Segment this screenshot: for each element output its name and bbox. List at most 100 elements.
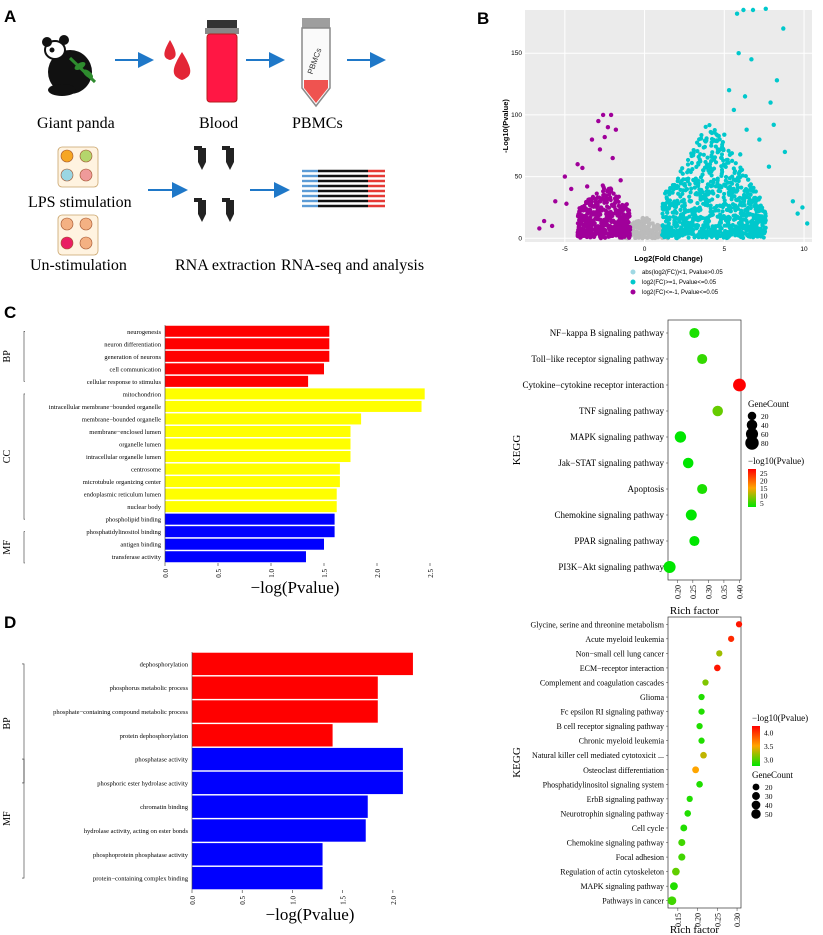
point-not-significant <box>636 231 641 236</box>
point-down-regulated <box>583 213 588 219</box>
point-up-regulated <box>722 182 727 187</box>
pathway-dot <box>684 810 692 817</box>
point-up-regulated <box>664 226 669 231</box>
legend-size-dot <box>752 792 760 800</box>
point-up-regulated <box>673 216 678 222</box>
point-up-regulated <box>726 190 731 195</box>
point-up-regulated <box>711 227 717 232</box>
point-up-regulated <box>663 189 669 194</box>
point-up-regulated <box>700 190 705 195</box>
point-up-regulated <box>704 235 709 240</box>
point-up-regulated <box>735 206 741 211</box>
point-up-regulated <box>685 231 690 236</box>
point-up-regulated <box>721 148 726 153</box>
point-up-regulated <box>662 203 667 208</box>
point-not-significant <box>632 221 637 226</box>
point-up-regulated <box>715 181 720 186</box>
point-up-regulated <box>687 214 692 219</box>
legend-size-dot <box>751 800 761 810</box>
point-up-regulated <box>732 170 737 176</box>
point-up-regulated <box>678 207 683 213</box>
category-label: membrane−enclosed lumen <box>89 429 161 436</box>
point-up-regulated <box>743 223 749 228</box>
point-down-regulated <box>598 227 603 232</box>
point-up-regulated <box>697 157 702 162</box>
point-up-regulated <box>687 198 692 204</box>
point-up-regulated <box>742 188 747 194</box>
point-up-regulated <box>736 50 741 56</box>
category-label: mitochondrion <box>123 391 162 398</box>
point-up-regulated <box>738 200 743 205</box>
category-label: hydrolase activity, acting on ester bond… <box>84 828 189 835</box>
pathway-dot <box>678 838 686 847</box>
group-bracket: BP <box>2 330 25 382</box>
point-down-regulated <box>591 210 596 215</box>
point-down-regulated <box>605 125 611 130</box>
point-not-significant <box>645 230 650 235</box>
bar <box>165 388 425 400</box>
pathway-label: PPAR signaling pathway <box>574 536 664 546</box>
point-up-regulated <box>668 185 673 191</box>
point-up-regulated <box>666 221 671 226</box>
pathway-dot <box>727 635 735 642</box>
point-up-regulated <box>738 152 743 157</box>
category-label: phosphatase activity <box>135 757 189 764</box>
category-label: chromatin binding <box>140 804 189 811</box>
point-up-regulated <box>741 7 746 13</box>
x-tick-label: 1.0 <box>268 569 276 578</box>
point-up-regulated <box>667 205 672 210</box>
point-not-significant <box>655 233 660 238</box>
point-down-regulated <box>620 205 625 210</box>
legend-size-label: 50 <box>765 810 773 819</box>
point-down-regulated <box>584 201 589 206</box>
point-up-regulated <box>743 173 748 179</box>
bar <box>192 843 323 866</box>
pathway-label: Natural killer cell mediated cytotoxicit… <box>532 751 664 760</box>
x-tick-label: 1.0 <box>289 896 297 905</box>
point-up-regulated <box>700 172 705 177</box>
group-bracket: MF <box>2 531 25 564</box>
bar <box>165 451 351 463</box>
point-up-regulated <box>722 132 727 137</box>
point-down-regulated <box>593 224 598 230</box>
pathway-dot <box>698 693 705 701</box>
point-up-regulated <box>733 177 738 182</box>
point-up-regulated <box>695 218 701 223</box>
point-up-regulated <box>703 216 708 221</box>
pathway-label: TNF signaling pathway <box>579 406 664 416</box>
point-up-regulated <box>738 234 743 239</box>
pathway-label: NF−kappa B signaling pathway <box>550 328 665 338</box>
x-tick-label: 10 <box>800 246 808 253</box>
bar <box>165 513 335 525</box>
point-up-regulated <box>739 222 745 227</box>
point-down-regulated <box>626 208 632 213</box>
point-up-regulated <box>698 136 704 141</box>
x-tick-label: 2.0 <box>374 569 382 578</box>
point-up-regulated <box>726 204 732 209</box>
point-up-regulated <box>685 157 691 163</box>
pathway-label: Cytokine−cytokine receptor interaction <box>522 380 664 390</box>
point-up-regulated <box>757 218 762 224</box>
bar <box>192 795 368 818</box>
legend-title: −log10(Pvalue) <box>748 456 804 466</box>
point-up-regulated <box>684 187 690 192</box>
point-up-regulated <box>680 171 685 176</box>
pathway-dot <box>667 896 677 906</box>
point-up-regulated <box>702 223 707 228</box>
point-up-regulated <box>728 229 733 234</box>
bar <box>192 724 333 747</box>
point-down-regulated <box>577 216 583 221</box>
color-bar <box>748 469 756 507</box>
point-up-regulated <box>733 231 738 236</box>
point-down-regulated <box>586 197 591 202</box>
point-up-regulated <box>708 206 713 211</box>
point-up-regulated <box>677 219 682 224</box>
point-up-regulated <box>738 216 743 222</box>
point-not-significant <box>633 231 638 236</box>
point-up-regulated <box>774 78 780 83</box>
point-up-regulated <box>742 94 748 99</box>
point-down-regulated <box>549 223 555 229</box>
point-up-regulated <box>722 201 727 206</box>
pathway-dot <box>702 679 709 686</box>
